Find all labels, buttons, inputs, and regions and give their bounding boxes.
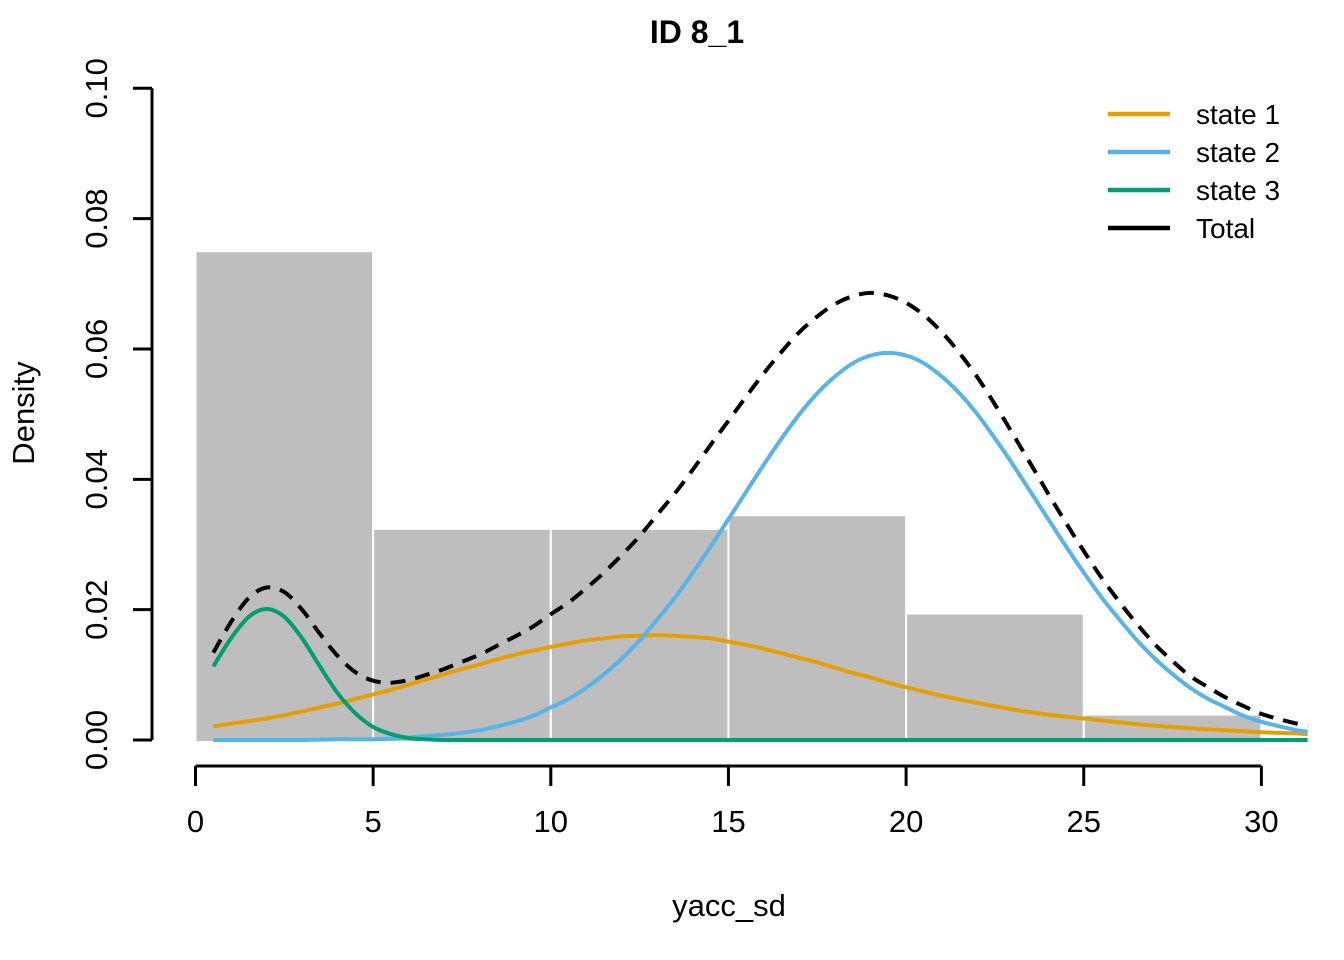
x-tick-label: 5	[365, 804, 382, 839]
axes: 0.00 0.02 0.04 0.06 0.08 0.10 0 5 10 15 20 25 30	[79, 58, 1279, 839]
x-tick-label: 30	[1244, 804, 1278, 839]
x-tick-label: 0	[187, 804, 204, 839]
x-tick-label: 20	[889, 804, 923, 839]
legend-label: state 2	[1196, 137, 1280, 168]
histogram-bar	[194, 250, 375, 743]
legend-label: Total	[1196, 213, 1255, 244]
density-curve-total	[211, 290, 1309, 728]
y-tick-label: 0.02	[79, 579, 114, 639]
x-axis-label: yacc_sd	[672, 888, 786, 923]
density-curve-state-3	[211, 607, 1308, 743]
y-tick-label: 0.06	[79, 319, 114, 379]
x-tick-label: 25	[1067, 804, 1101, 839]
legend: state 1 state 2 state 3 Total	[1108, 99, 1280, 244]
y-tick-label: 0.08	[79, 188, 114, 248]
histogram-bar	[905, 612, 1085, 743]
legend-label: state 3	[1196, 175, 1280, 206]
plot-title: ID 8_1	[650, 14, 744, 50]
density-curve-state-1	[213, 633, 1308, 737]
legend-label: state 1	[1196, 99, 1280, 130]
y-tick-label: 0.04	[79, 449, 114, 509]
y-tick-label: 0.10	[79, 58, 114, 118]
density-curves	[211, 290, 1309, 743]
histogram-bars	[194, 250, 1263, 744]
histogram-bar	[727, 514, 908, 744]
x-tick-label: 10	[534, 804, 568, 839]
y-tick-label: 0.00	[79, 710, 114, 770]
density-curve-state-2	[213, 350, 1308, 743]
histogram-bar	[372, 527, 552, 743]
y-axis-label: Density	[6, 361, 41, 465]
x-tick-label: 15	[711, 804, 745, 839]
